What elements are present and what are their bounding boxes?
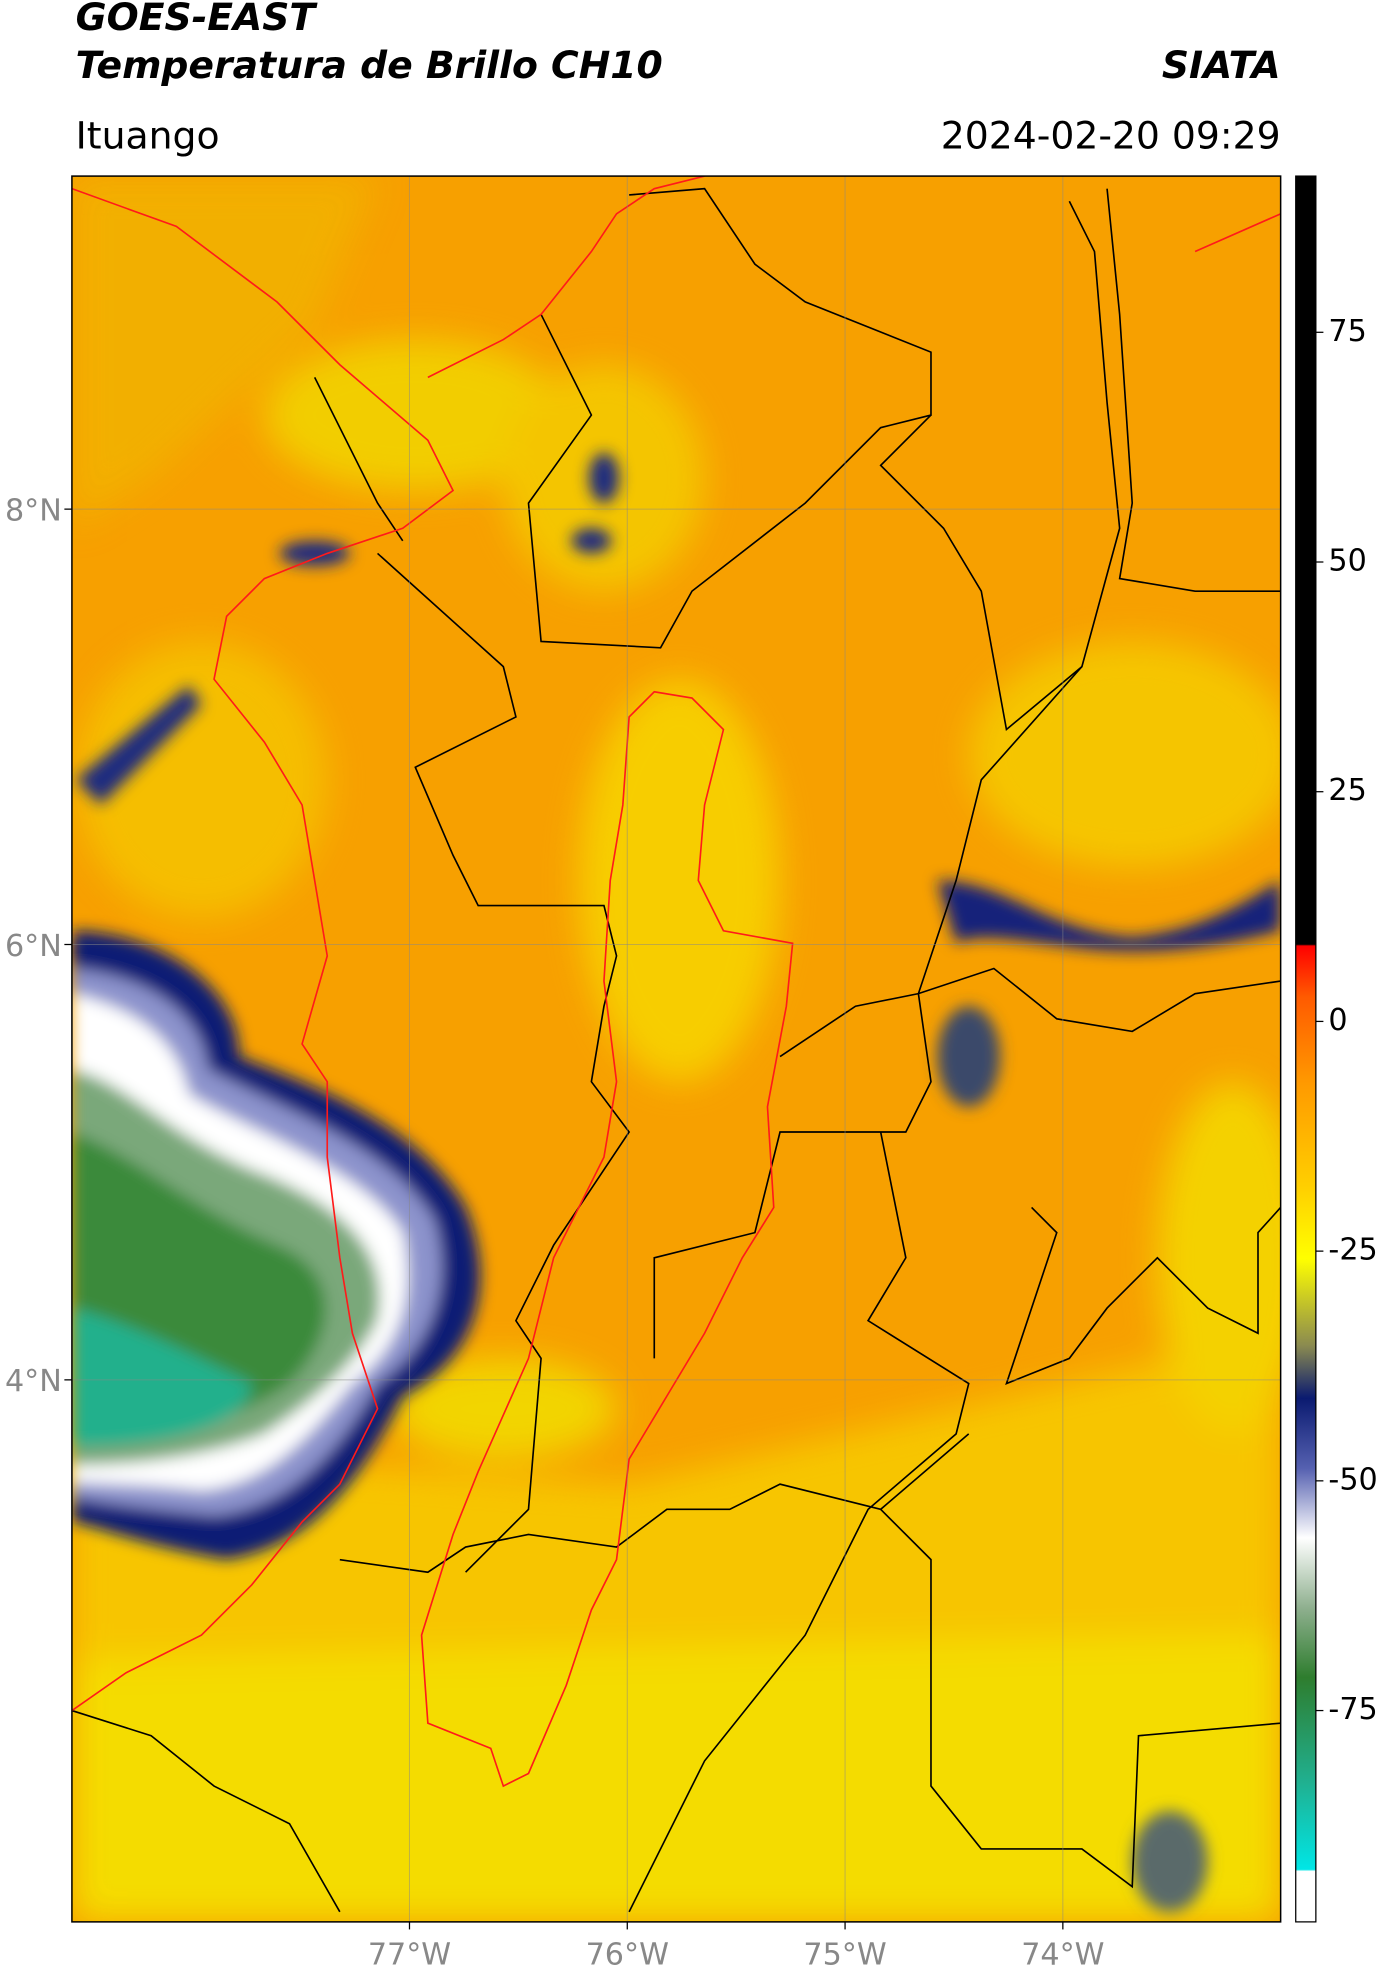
- title: GOES-EAST: [76, 0, 319, 39]
- subtitle: Temperatura de Brillo CH10: [76, 43, 663, 87]
- colorbar-tick-label: 0: [1328, 1003, 1347, 1038]
- y-tick-label: 6°N: [5, 929, 62, 964]
- source: SIATA: [1162, 43, 1281, 87]
- x-tick-label: 76°W: [586, 1938, 669, 1973]
- y-tick-label: 8°N: [5, 493, 62, 528]
- colorbar-tick-label: 75: [1328, 314, 1366, 349]
- colorbar: [1295, 175, 1317, 1923]
- x-tick-label: 75°W: [803, 1938, 886, 1973]
- colorbar-tick-label: -75: [1328, 1692, 1377, 1727]
- y-tick-label: 4°N: [5, 1364, 62, 1399]
- colorbar-tick-label: 50: [1328, 544, 1366, 579]
- colorbar-tick-label: -25: [1328, 1233, 1377, 1268]
- datetime: 2024-02-20 09:29: [941, 113, 1281, 157]
- colorbar-tick-label: -50: [1328, 1462, 1377, 1497]
- colorbar-tick-label: 25: [1328, 773, 1366, 808]
- location: Ituango: [76, 113, 220, 157]
- x-tick-label: 77°W: [368, 1938, 451, 1973]
- map-frame: [71, 175, 1282, 1923]
- x-tick-label: 74°W: [1021, 1938, 1104, 1973]
- satellite-image: [71, 176, 1281, 1922]
